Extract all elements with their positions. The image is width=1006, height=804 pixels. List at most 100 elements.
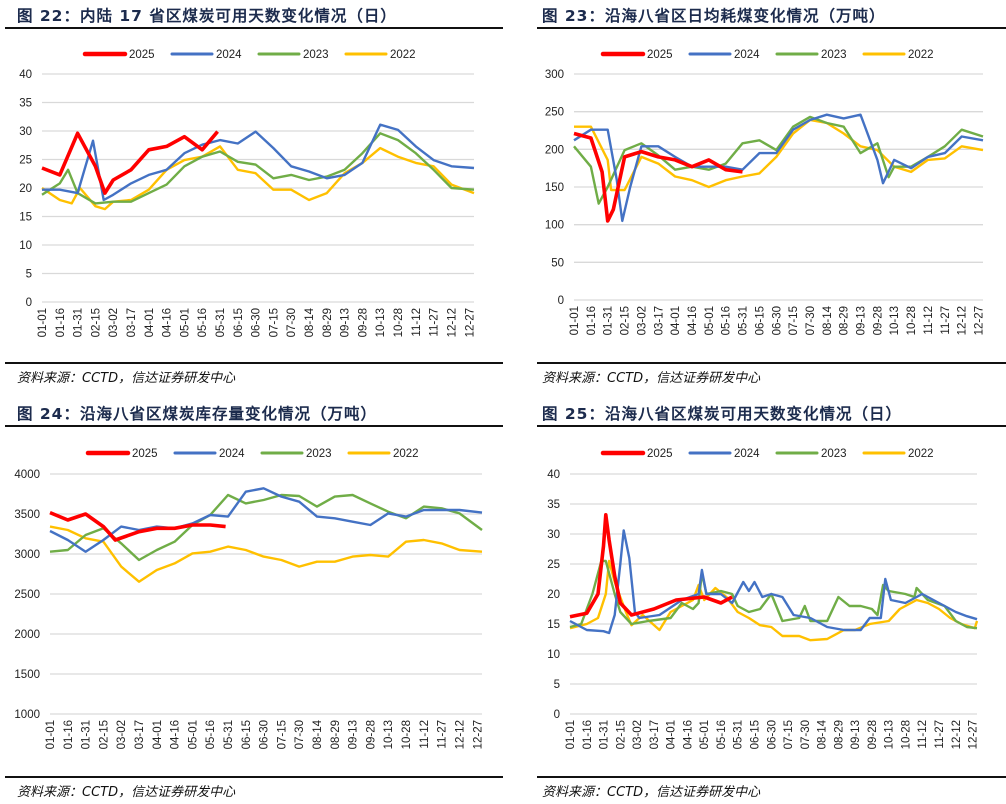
y-tick-label: 0 — [26, 297, 32, 309]
x-tick-label: 02-15 — [90, 308, 102, 337]
x-tick-label: 07-15 — [788, 306, 800, 335]
x-tick-label: 04-01 — [152, 720, 164, 749]
x-tick-label: 11-12 — [411, 308, 423, 337]
x-tick-label: 04-01 — [670, 306, 682, 335]
x-tick-label: 10-13 — [884, 720, 896, 749]
x-tick-label: 12-12 — [951, 720, 963, 749]
x-tick-label: 01-16 — [55, 308, 67, 337]
series-line-2025 — [41, 130, 219, 195]
y-tick-label: 30 — [19, 126, 32, 138]
x-tick-label: 03-17 — [126, 308, 138, 337]
y-tick-label: 20 — [547, 589, 560, 601]
x-tick-label: 12-27 — [968, 720, 980, 749]
x-tick-label: 06-30 — [771, 306, 783, 335]
x-tick-label: 05-31 — [215, 308, 227, 337]
x-tick-label: 12-27 — [464, 308, 476, 337]
y-tick-label: 3500 — [14, 509, 40, 521]
y-tick-label: 40 — [19, 69, 32, 81]
y-tick-label: 50 — [551, 257, 564, 269]
y-tick-label: 5 — [554, 679, 560, 691]
x-tick-label: 09-13 — [348, 720, 360, 749]
x-tick-label: 11-12 — [419, 720, 431, 749]
x-tick-label: 11-27 — [437, 720, 449, 749]
x-tick-label: 05-01 — [187, 720, 199, 749]
series-line-2025 — [573, 131, 743, 223]
x-tick-label: 01-31 — [81, 720, 93, 749]
y-tick-label: 3000 — [14, 549, 40, 561]
source-divider — [537, 362, 1006, 364]
x-tick-label: 09-13 — [856, 306, 868, 335]
x-tick-label: 10-28 — [900, 720, 912, 749]
title-divider — [537, 27, 1006, 29]
legend-label: 2025 — [129, 49, 155, 61]
x-tick-label: 06-30 — [259, 720, 271, 749]
x-tick-label: 01-01 — [45, 720, 57, 749]
source-divider — [5, 362, 503, 364]
legend-label: 2022 — [908, 448, 934, 460]
x-tick-label: 03-17 — [134, 720, 146, 749]
chart-panel-23: 图 23：沿海八省区日均耗煤变化情况（万吨） 资料来源：CCTD，信达证券研发中… — [537, 0, 1006, 390]
x-tick-label: 01-01 — [37, 308, 49, 337]
x-tick-label: 10-28 — [906, 306, 918, 335]
legend-label: 2023 — [821, 448, 847, 460]
x-tick-label: 02-15 — [98, 720, 110, 749]
x-tick-label: 06-15 — [233, 308, 245, 337]
y-tick-label: 25 — [547, 559, 560, 571]
chart-title: 图 23：沿海八省区日均耗煤变化情况（万吨） — [542, 7, 886, 25]
legend-label: 2022 — [908, 49, 934, 61]
x-tick-label: 11-12 — [923, 306, 935, 335]
source-divider — [5, 776, 503, 778]
x-tick-label: 09-13 — [340, 308, 352, 337]
x-tick-label: 05-01 — [179, 308, 191, 337]
legend-label: 2025 — [647, 49, 673, 61]
legend-label: 2022 — [390, 49, 416, 61]
x-tick-label: 10-13 — [375, 308, 387, 337]
x-tick-label: 12-27 — [472, 720, 484, 749]
x-tick-label: 07-30 — [294, 720, 306, 749]
x-tick-label: 03-02 — [636, 306, 648, 335]
y-tick-label: 15 — [19, 212, 32, 224]
legend-label: 2024 — [219, 448, 245, 460]
y-tick-label: 35 — [19, 98, 32, 110]
x-tick-label: 01-16 — [63, 720, 75, 749]
y-tick-label: 20 — [19, 183, 32, 195]
x-tick-label: 04-16 — [687, 306, 699, 335]
y-tick-label: 25 — [19, 155, 32, 167]
x-tick-label: 08-14 — [817, 719, 829, 749]
x-tick-label: 08-14 — [312, 719, 324, 749]
series-line-2023 — [41, 132, 475, 205]
y-tick-label: 5 — [26, 269, 32, 281]
chart-24-plot: 1000 1500 2000 2500 3000 3500 4000 01-01 01-16 01… — [14, 448, 484, 749]
y-tick-label: 30 — [547, 529, 560, 541]
x-tick-label: 05-01 — [704, 306, 716, 335]
y-tick-label: 150 — [545, 182, 564, 194]
source-divider — [537, 776, 1006, 778]
x-tick-label: 06-15 — [754, 306, 766, 335]
legend-label: 2024 — [734, 448, 760, 460]
legend-label: 2023 — [303, 49, 329, 61]
x-tick-label: 06-15 — [749, 720, 761, 749]
x-tick-label: 07-30 — [286, 308, 298, 337]
x-tick-label: 01-31 — [73, 308, 85, 337]
x-tick-label: 08-29 — [330, 720, 342, 749]
x-tick-label: 08-14 — [822, 305, 834, 335]
x-tick-label: 07-30 — [800, 720, 812, 749]
y-tick-label: 100 — [545, 220, 564, 232]
x-tick-label: 04-16 — [682, 720, 694, 749]
x-tick-label: 09-28 — [872, 306, 884, 335]
x-tick-label: 06-30 — [766, 720, 778, 749]
x-tick-label: 09-13 — [850, 720, 862, 749]
legend-label: 2025 — [132, 448, 158, 460]
y-tick-label: 0 — [558, 295, 564, 307]
x-tick-label: 02-15 — [620, 306, 632, 335]
x-tick-label: 02-15 — [615, 720, 627, 749]
x-tick-label: 09-28 — [365, 720, 377, 749]
x-tick-label: 10-28 — [401, 720, 413, 749]
chart-title: 图 24：沿海八省区煤炭库存量变化情况（万吨） — [17, 405, 377, 423]
x-tick-label: 08-29 — [833, 720, 845, 749]
x-tick-label: 09-28 — [867, 720, 879, 749]
y-tick-label: 1000 — [14, 709, 40, 721]
source-note: 资料来源：CCTD，信达证券研发中心 — [17, 785, 236, 800]
